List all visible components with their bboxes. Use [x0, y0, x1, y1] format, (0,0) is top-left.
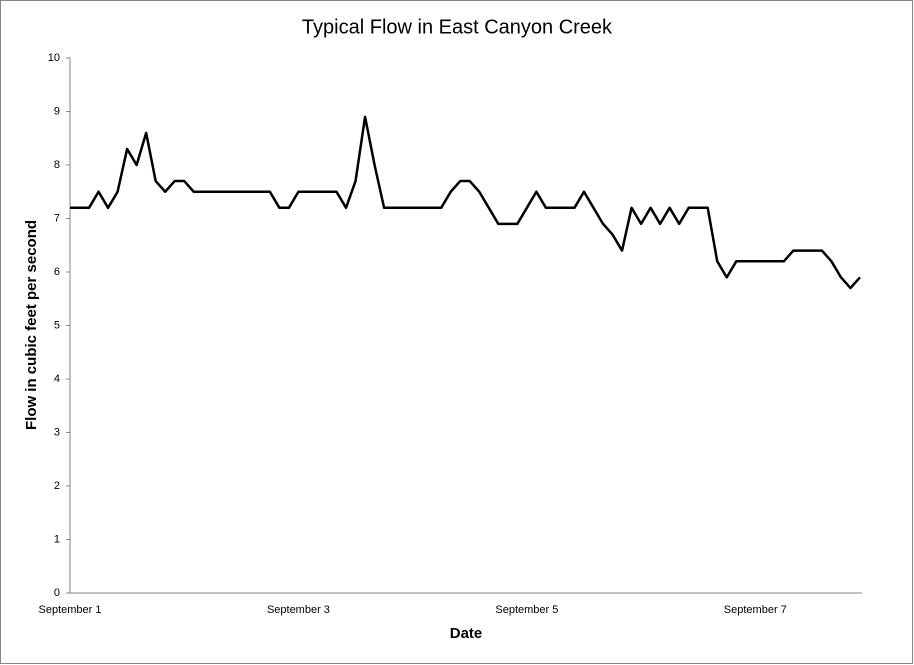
y-axis-label: Flow in cubic feet per second	[23, 220, 40, 430]
x-tick-label: September 7	[724, 604, 787, 616]
y-tick-label: 0	[54, 587, 60, 599]
y-tick-label: 4	[54, 373, 60, 385]
x-axis-label: Date	[450, 625, 483, 642]
x-tick-label: September 3	[267, 604, 330, 616]
y-tick-label: 7	[54, 212, 60, 224]
x-tick-label: September 5	[495, 604, 558, 616]
x-tick-label: September 1	[39, 604, 102, 616]
y-tick-label: 1	[54, 533, 60, 545]
y-tick-label: 10	[48, 52, 60, 64]
y-tick-label: 2	[54, 480, 60, 492]
y-tick-label: 3	[54, 426, 60, 438]
y-tick-label: 5	[54, 319, 60, 331]
flow-line	[70, 115, 861, 290]
chart-title: Typical Flow in East Canyon Creek	[302, 16, 613, 38]
y-tick-label: 6	[54, 266, 60, 278]
y-tick-label: 8	[54, 159, 60, 171]
y-tick-label: 9	[54, 105, 60, 117]
